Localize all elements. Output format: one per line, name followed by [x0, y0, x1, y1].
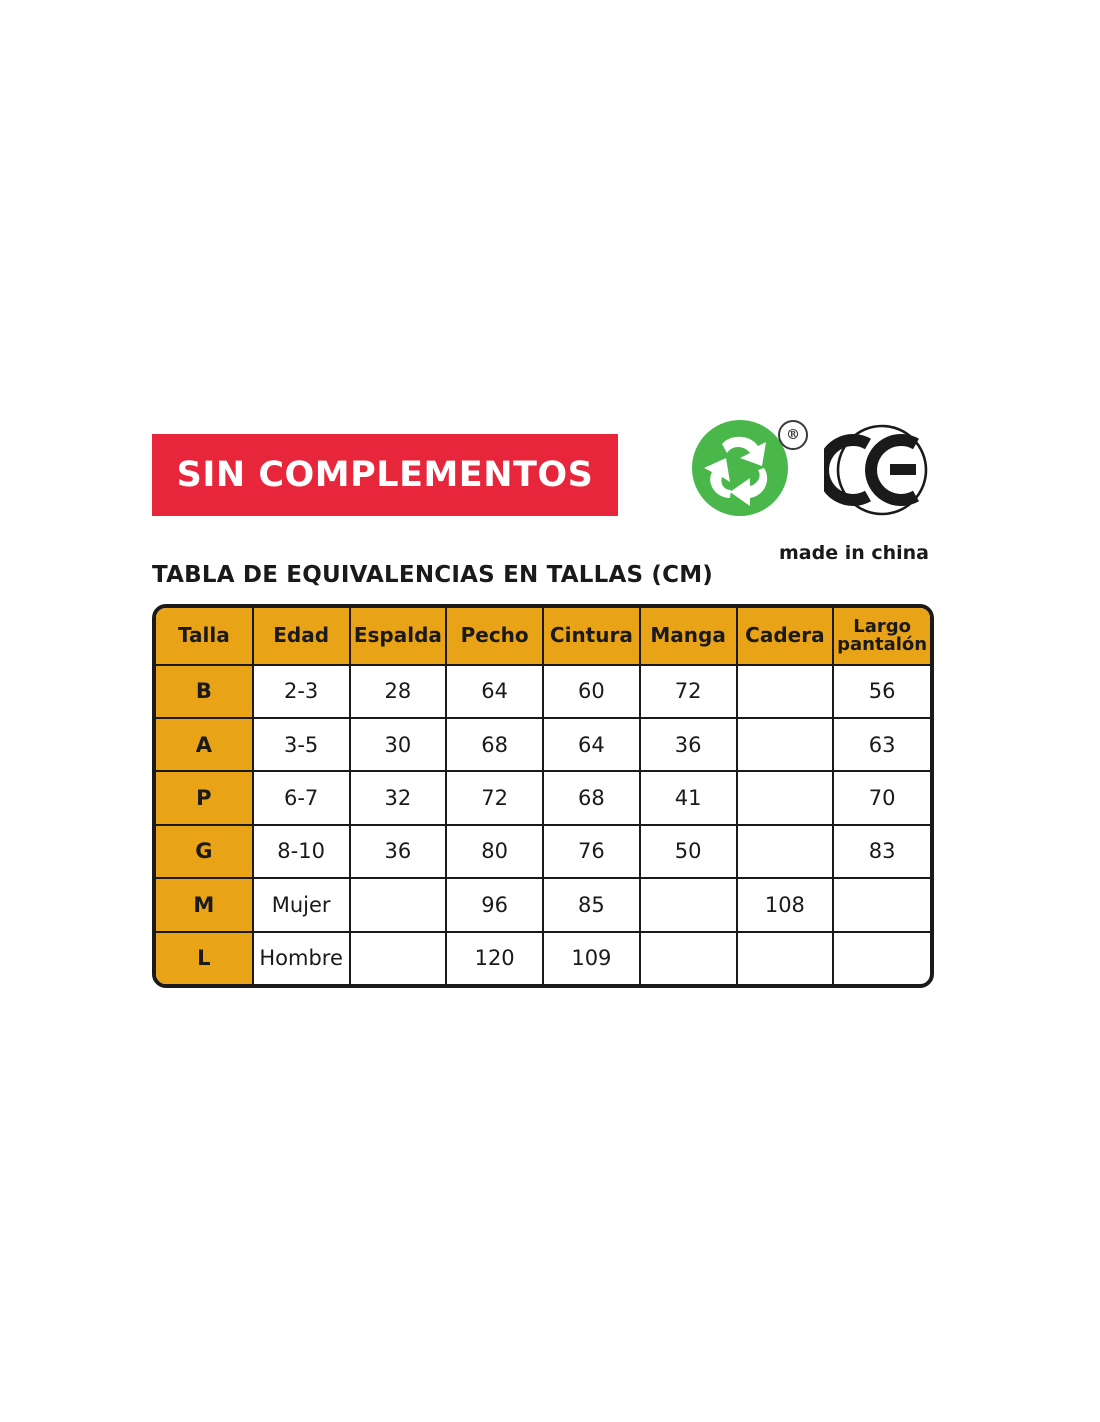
cell-largo: 83 [832, 823, 930, 880]
cell-cadera [735, 716, 835, 773]
cell-talla: A [156, 716, 254, 773]
cell-espalda: 30 [348, 716, 448, 773]
cell-largo: 56 [832, 663, 930, 719]
cell-manga: 41 [638, 770, 738, 826]
cell-pecho: 72 [445, 770, 544, 826]
column-header-cadera: Cadera [735, 608, 835, 666]
cell-edad: Mujer [251, 877, 351, 933]
cell-espalda: 36 [348, 823, 448, 880]
banner-label: SIN COMPLEMENTOS [176, 455, 594, 495]
cell-talla: P [156, 770, 254, 826]
cell-edad: 2-3 [251, 663, 351, 719]
size-table: Talla Edad Espalda Pecho Cintura Manga C… [152, 604, 934, 988]
cell-talla: B [156, 663, 254, 719]
table-header-row: Talla Edad Espalda Pecho Cintura Manga C… [156, 608, 930, 666]
cell-edad: 6-7 [251, 770, 351, 826]
sin-complementos-banner: SIN COMPLEMENTOS [152, 434, 618, 516]
cell-cadera [735, 823, 835, 880]
cell-largo: 63 [832, 716, 930, 773]
table-row: B 2-3 28 64 60 72 56 [156, 663, 930, 719]
column-header-pecho: Pecho [445, 608, 544, 666]
cell-pecho: 68 [445, 716, 544, 773]
cell-edad: 8-10 [251, 823, 351, 880]
cell-cadera [735, 663, 835, 719]
cell-pecho: 96 [445, 877, 544, 933]
cell-cintura: 109 [542, 930, 641, 984]
cell-edad: 3-5 [251, 716, 351, 773]
cell-manga [638, 877, 738, 933]
cell-manga: 50 [638, 823, 738, 880]
cell-manga [638, 930, 738, 984]
table-row: G 8-10 36 80 76 50 83 [156, 823, 930, 880]
cell-cintura: 68 [542, 770, 641, 826]
cell-cadera [735, 770, 835, 826]
cell-cintura: 85 [542, 877, 641, 933]
cell-talla: G [156, 823, 254, 880]
column-header-espalda: Espalda [348, 608, 448, 666]
cell-largo [832, 877, 930, 933]
cell-espalda [348, 930, 448, 984]
cell-manga: 72 [638, 663, 738, 719]
table-row: A 3-5 30 68 64 36 63 [156, 716, 930, 773]
registered-trademark-icon: ® [778, 420, 808, 450]
cell-espalda: 32 [348, 770, 448, 826]
size-table-caption: TABLA DE EQUIVALENCIAS EN TALLAS (CM) [152, 562, 714, 588]
cell-cintura: 64 [542, 716, 641, 773]
cell-edad: Hombre [251, 930, 351, 984]
column-header-manga: Manga [638, 608, 738, 666]
table-row: L Hombre 120 109 [156, 930, 930, 984]
cell-largo: 70 [832, 770, 930, 826]
ce-mark-icon [817, 424, 940, 516]
column-header-talla: Talla [156, 608, 254, 666]
cell-cadera: 108 [735, 877, 835, 933]
cell-pecho: 64 [445, 663, 544, 719]
cell-largo [832, 930, 930, 984]
largo-line-1: Largo [853, 615, 911, 637]
made-in-label: made in china [778, 542, 930, 564]
cell-manga: 36 [638, 716, 738, 773]
cell-espalda: 28 [348, 663, 448, 719]
cell-talla: L [156, 930, 254, 984]
cell-cintura: 60 [542, 663, 641, 719]
cell-espalda [348, 877, 448, 933]
table-row: M Mujer 96 85 108 [156, 877, 930, 933]
cell-pecho: 120 [445, 930, 544, 984]
largo-line-2: pantalón [837, 633, 928, 655]
cell-cadera [735, 930, 835, 984]
column-header-largo-pantalon: Largo pantalón [832, 608, 930, 666]
cell-pecho: 80 [445, 823, 544, 880]
cell-talla: M [156, 877, 254, 933]
recycle-badge: ® [692, 420, 808, 530]
table-row: P 6-7 32 72 68 41 70 [156, 770, 930, 826]
column-header-cintura: Cintura [542, 608, 641, 666]
column-header-edad: Edad [251, 608, 351, 666]
recycle-icon [692, 420, 788, 516]
cell-cintura: 76 [542, 823, 641, 880]
